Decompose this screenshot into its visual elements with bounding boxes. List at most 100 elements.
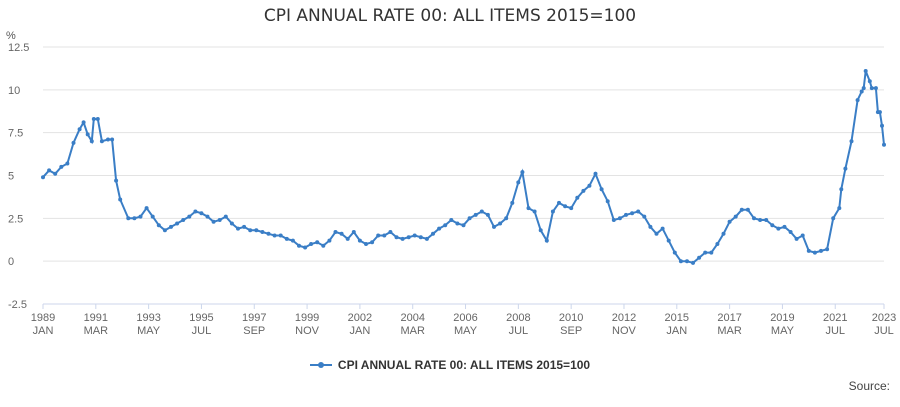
legend-item[interactable]: CPI ANNUAL RATE 00: ALL ITEMS 2015=100 [309, 358, 590, 372]
data-point[interactable] [764, 218, 769, 222]
data-point[interactable] [837, 206, 842, 211]
data-point[interactable] [187, 214, 192, 219]
data-point[interactable] [110, 137, 115, 142]
data-point[interactable] [339, 231, 344, 236]
data-point[interactable] [144, 206, 149, 211]
data-point[interactable] [654, 231, 659, 236]
data-point[interactable] [800, 233, 805, 238]
data-point[interactable] [825, 247, 830, 252]
data-point[interactable] [81, 120, 86, 125]
data-point[interactable] [272, 233, 277, 238]
data-point[interactable] [47, 168, 52, 173]
data-point[interactable] [839, 187, 844, 192]
data-point[interactable] [770, 223, 775, 228]
data-point[interactable] [242, 224, 247, 229]
data-point[interactable] [758, 218, 763, 222]
data-point[interactable] [581, 188, 586, 193]
data-point[interactable] [254, 228, 259, 233]
data-point[interactable] [727, 219, 732, 224]
data-point[interactable] [882, 142, 886, 147]
data-point[interactable] [260, 230, 265, 234]
data-point[interactable] [867, 79, 872, 84]
data-point[interactable] [776, 226, 781, 231]
data-point[interactable] [648, 224, 653, 229]
data-point[interactable] [118, 197, 123, 202]
data-point[interactable] [745, 207, 750, 212]
data-point[interactable] [467, 216, 472, 221]
data-point[interactable] [77, 127, 82, 132]
data-point[interactable] [437, 226, 442, 231]
data-point[interactable] [617, 216, 622, 221]
data-point[interactable] [863, 69, 868, 73]
data-point[interactable] [106, 137, 110, 142]
data-point[interactable] [697, 255, 702, 260]
data-point[interactable] [290, 238, 295, 243]
data-point[interactable] [516, 180, 521, 185]
data-point[interactable] [593, 171, 598, 176]
data-point[interactable] [309, 242, 314, 246]
data-point[interactable] [873, 86, 878, 91]
legend[interactable]: CPI ANNUAL RATE 00: ALL ITEMS 2015=100 [0, 358, 900, 373]
data-point[interactable] [642, 214, 647, 219]
data-point[interactable] [611, 218, 616, 222]
data-point[interactable] [666, 238, 671, 243]
data-point[interactable] [691, 260, 695, 265]
data-point[interactable] [382, 233, 387, 238]
data-point[interactable] [370, 240, 375, 245]
data-point[interactable] [71, 140, 76, 145]
data-point[interactable] [303, 245, 308, 250]
data-point[interactable] [65, 161, 70, 166]
data-point[interactable] [520, 170, 525, 175]
data-point[interactable] [156, 223, 161, 228]
data-point[interactable] [199, 211, 204, 216]
data-point[interactable] [169, 224, 173, 229]
data-point[interactable] [672, 250, 677, 255]
data-point[interactable] [685, 259, 689, 264]
data-point[interactable] [412, 233, 417, 238]
data-point[interactable] [461, 223, 466, 228]
data-point[interactable] [526, 206, 531, 211]
data-point[interactable] [41, 175, 45, 180]
data-point[interactable] [284, 236, 289, 241]
data-point[interactable] [418, 235, 423, 240]
data-point[interactable] [266, 231, 271, 236]
data-point[interactable] [703, 250, 708, 255]
data-point[interactable] [877, 110, 882, 115]
data-point[interactable] [544, 238, 549, 243]
data-point[interactable] [400, 236, 405, 241]
data-point[interactable] [278, 233, 283, 238]
data-point[interactable] [550, 209, 555, 214]
data-point[interactable] [473, 212, 478, 217]
data-point[interactable] [327, 238, 332, 243]
data-point[interactable] [660, 226, 665, 231]
data-point[interactable] [880, 123, 884, 128]
data-point[interactable] [315, 240, 320, 245]
data-point[interactable] [479, 209, 484, 214]
data-point[interactable] [162, 228, 167, 233]
data-point[interactable] [855, 98, 860, 103]
data-point[interactable] [859, 89, 864, 94]
data-point[interactable] [869, 86, 874, 91]
data-point[interactable] [812, 250, 817, 255]
data-point[interactable] [59, 164, 64, 169]
data-point[interactable] [388, 230, 393, 234]
data-point[interactable] [605, 199, 610, 204]
data-point[interactable] [211, 219, 216, 224]
data-point[interactable] [126, 216, 131, 221]
data-point[interactable] [831, 216, 836, 221]
data-point[interactable] [85, 132, 90, 137]
data-point[interactable] [89, 139, 94, 144]
data-point[interactable] [248, 228, 253, 233]
data-point[interactable] [510, 200, 515, 205]
data-point[interactable] [532, 209, 537, 214]
data-point[interactable] [321, 243, 326, 248]
data-point[interactable] [394, 235, 399, 240]
data-point[interactable] [449, 218, 454, 222]
data-point[interactable] [575, 195, 580, 200]
data-point[interactable] [236, 226, 240, 231]
data-point[interactable] [849, 139, 854, 144]
data-point[interactable] [376, 233, 381, 238]
data-point[interactable] [569, 206, 574, 211]
data-point[interactable] [806, 248, 811, 253]
data-point[interactable] [364, 242, 368, 246]
